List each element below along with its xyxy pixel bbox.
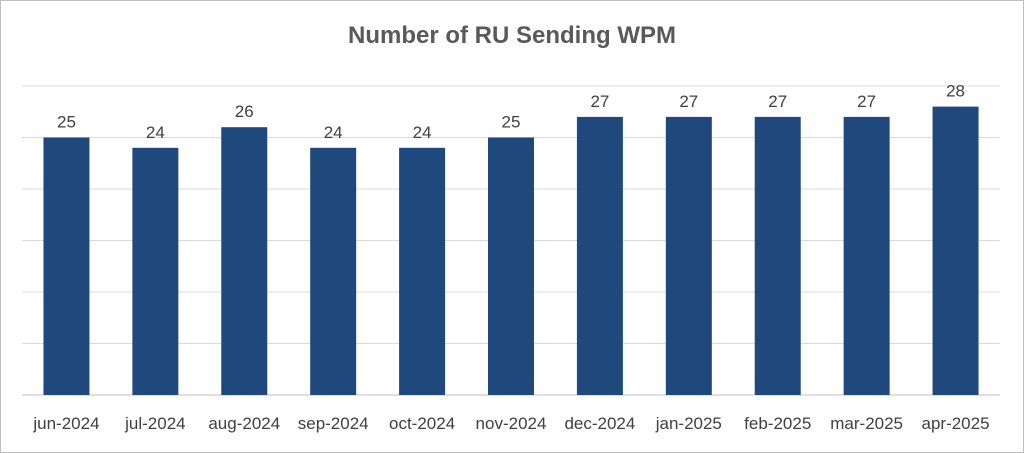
- bar-nov-2024: [488, 137, 534, 395]
- data-label: 27: [768, 92, 787, 111]
- bar-mar-2025: [843, 116, 890, 396]
- data-label: 25: [502, 113, 521, 132]
- data-label: 27: [590, 92, 609, 111]
- bar-feb-2025: [754, 116, 801, 396]
- chart-title: Number of RU Sending WPM: [348, 22, 676, 49]
- bar-aug-2024: [221, 127, 268, 395]
- data-label: 24: [413, 123, 432, 142]
- bar-jul-2024: [132, 147, 179, 395]
- bar-sep-2024: [310, 147, 357, 395]
- x-tick-label: nov-2024: [476, 414, 547, 433]
- bar-oct-2024: [399, 147, 446, 395]
- data-label: 24: [146, 123, 165, 142]
- bars: [43, 106, 979, 396]
- x-tick-label: feb-2025: [744, 414, 811, 433]
- x-tick-label: apr-2025: [922, 414, 990, 433]
- data-label: 27: [857, 92, 876, 111]
- x-tick-label: jun-2024: [32, 414, 99, 433]
- x-tick-label: aug-2024: [208, 414, 280, 433]
- x-tick-label: oct-2024: [389, 414, 455, 433]
- data-labels: 25 24 26 24 24 25 27 27 27 27 28: [57, 82, 965, 142]
- data-label: 26: [235, 102, 254, 121]
- x-tick-label: sep-2024: [298, 414, 369, 433]
- x-tick-label: jan-2025: [655, 414, 722, 433]
- data-label: 27: [679, 92, 698, 111]
- data-label: 28: [946, 82, 965, 101]
- bar-jun-2024: [43, 137, 90, 395]
- x-tick-label: dec-2024: [564, 414, 635, 433]
- x-tick-label: jul-2024: [124, 414, 186, 433]
- data-label: 24: [324, 123, 343, 142]
- x-axis-tick-labels: jun-2024 jul-2024 aug-2024 sep-2024 oct-2024…: [32, 414, 989, 433]
- data-label: 25: [57, 113, 76, 132]
- bar-dec-2024: [576, 116, 623, 396]
- bar-jan-2025: [665, 116, 712, 396]
- x-tick-label: mar-2025: [830, 414, 903, 433]
- bar-apr-2025: [932, 106, 979, 395]
